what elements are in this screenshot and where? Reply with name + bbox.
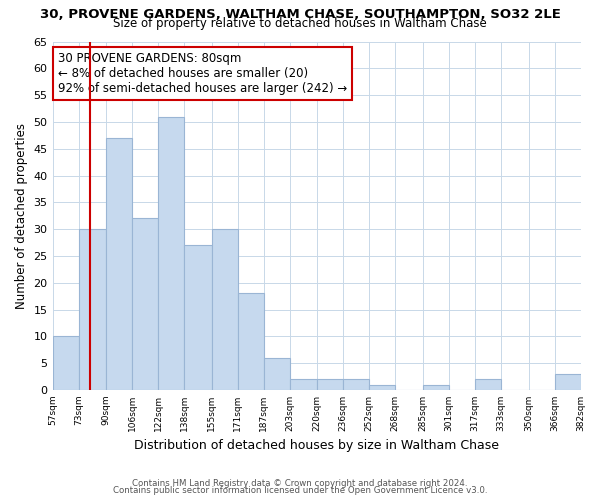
Text: Size of property relative to detached houses in Waltham Chase: Size of property relative to detached ho…: [113, 18, 487, 30]
Text: 30 PROVENE GARDENS: 80sqm
← 8% of detached houses are smaller (20)
92% of semi-d: 30 PROVENE GARDENS: 80sqm ← 8% of detach…: [58, 52, 347, 95]
Bar: [238, 294, 264, 390]
X-axis label: Distribution of detached houses by size in Waltham Chase: Distribution of detached houses by size …: [134, 440, 499, 452]
Bar: [184, 245, 212, 390]
Bar: [423, 384, 449, 390]
Text: Contains HM Land Registry data © Crown copyright and database right 2024.: Contains HM Land Registry data © Crown c…: [132, 478, 468, 488]
Bar: [106, 138, 132, 390]
Text: 30, PROVENE GARDENS, WALTHAM CHASE, SOUTHAMPTON, SO32 2LE: 30, PROVENE GARDENS, WALTHAM CHASE, SOUT…: [40, 8, 560, 20]
Bar: [290, 379, 317, 390]
Bar: [132, 218, 158, 390]
Bar: [212, 229, 238, 390]
Text: Contains public sector information licensed under the Open Government Licence v3: Contains public sector information licen…: [113, 486, 487, 495]
Bar: [79, 229, 106, 390]
Bar: [53, 336, 79, 390]
Bar: [158, 116, 184, 390]
Bar: [264, 358, 290, 390]
Y-axis label: Number of detached properties: Number of detached properties: [15, 122, 28, 308]
Bar: [317, 379, 343, 390]
Bar: [475, 379, 501, 390]
Bar: [554, 374, 581, 390]
Bar: [370, 384, 395, 390]
Bar: [343, 379, 370, 390]
